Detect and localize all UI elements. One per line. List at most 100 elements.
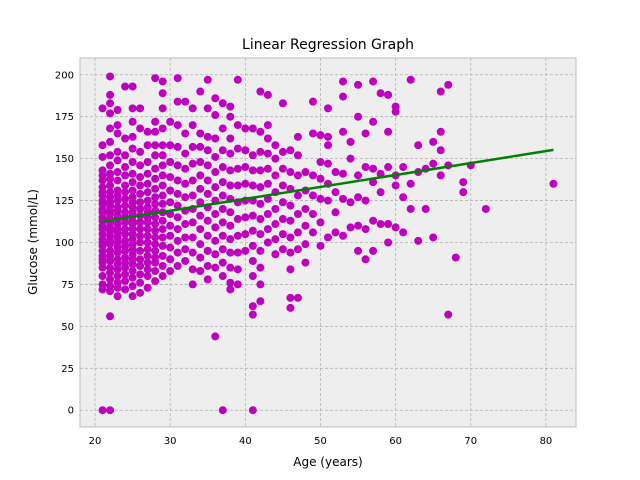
data-point (128, 282, 137, 291)
data-point (188, 248, 197, 257)
data-point (136, 255, 145, 264)
data-point (113, 255, 122, 264)
data-point (121, 270, 130, 279)
data-point (384, 238, 393, 247)
data-point (241, 213, 250, 222)
y-axis-label: Glucose (mmol/L) (26, 189, 40, 295)
data-point (293, 132, 302, 141)
data-point (98, 152, 107, 161)
data-point (301, 168, 310, 177)
data-point (143, 188, 152, 197)
data-point (121, 285, 130, 294)
data-point (106, 275, 115, 284)
data-point (226, 235, 235, 244)
data-point (113, 203, 122, 212)
data-point (113, 292, 122, 301)
data-point (188, 265, 197, 274)
x-tick-label: 70 (464, 436, 477, 447)
data-point (256, 87, 265, 96)
data-point (158, 161, 167, 170)
data-point (188, 176, 197, 185)
data-point (339, 194, 348, 203)
data-point (271, 204, 280, 213)
data-point (331, 208, 340, 217)
data-point (121, 188, 130, 197)
data-point (436, 87, 445, 96)
data-point (376, 220, 385, 229)
data-point (136, 238, 145, 247)
data-point (151, 267, 160, 276)
regression-line-group (102, 148, 554, 223)
data-point (233, 75, 242, 84)
data-point (121, 163, 130, 172)
data-point (173, 201, 182, 210)
data-point (151, 277, 160, 286)
data-point (151, 253, 160, 262)
data-point (106, 188, 115, 197)
data-point (136, 147, 145, 156)
data-point (256, 215, 265, 224)
data-point (248, 241, 257, 250)
data-point (211, 223, 220, 232)
data-point (173, 161, 182, 170)
data-point (173, 97, 182, 106)
data-point (339, 169, 348, 178)
data-point (248, 151, 257, 160)
data-point (301, 221, 310, 230)
data-point (128, 117, 137, 126)
data-point (286, 168, 295, 177)
data-point (143, 272, 152, 281)
data-point (143, 258, 152, 267)
data-point (436, 127, 445, 136)
data-point (406, 204, 415, 213)
data-point (181, 164, 190, 173)
data-point (106, 312, 115, 321)
x-tick-label: 80 (540, 436, 553, 447)
data-point (263, 164, 272, 173)
data-point (369, 77, 378, 86)
data-point (226, 112, 235, 121)
data-point (256, 199, 265, 208)
data-point (361, 196, 370, 205)
data-point (233, 248, 242, 257)
data-point (151, 246, 160, 255)
data-point (308, 209, 317, 218)
data-point (128, 292, 137, 301)
data-point (248, 181, 257, 190)
data-point (369, 216, 378, 225)
data-point (181, 129, 190, 138)
data-point (158, 104, 167, 113)
data-point (98, 104, 107, 113)
data-point (166, 186, 175, 195)
data-point (136, 189, 145, 198)
data-point (308, 97, 317, 106)
data-point (106, 161, 115, 170)
data-point (248, 211, 257, 220)
y-tick-label: 100 (55, 238, 74, 249)
data-point (286, 265, 295, 274)
data-point (278, 147, 287, 156)
data-point (113, 272, 122, 281)
data-point (406, 179, 415, 188)
data-point (226, 102, 235, 111)
data-point (151, 174, 160, 183)
data-point (181, 233, 190, 242)
data-point (324, 233, 332, 242)
data-point (113, 168, 122, 177)
data-point (549, 179, 558, 188)
data-point (339, 77, 348, 86)
data-point (203, 275, 212, 284)
data-point (211, 152, 220, 161)
data-point (384, 90, 393, 99)
data-point (121, 181, 130, 190)
data-point (188, 159, 197, 168)
data-point (241, 246, 250, 255)
data-point (226, 149, 235, 158)
data-point (136, 104, 145, 113)
data-point (188, 121, 197, 130)
data-point (218, 99, 227, 108)
data-point (136, 181, 145, 190)
data-point (248, 226, 257, 235)
data-point (331, 188, 340, 197)
data-point (339, 231, 348, 240)
